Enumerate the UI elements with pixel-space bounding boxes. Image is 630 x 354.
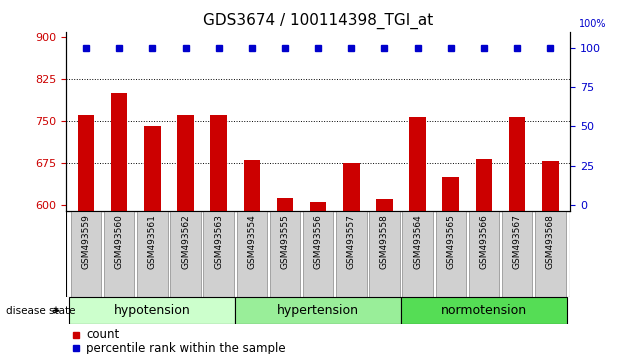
- Bar: [235, 297, 401, 324]
- Bar: [144, 126, 161, 211]
- Text: GSM493563: GSM493563: [214, 214, 223, 269]
- Text: hypotension: hypotension: [114, 304, 191, 317]
- Bar: [77, 115, 94, 211]
- Text: GSM493556: GSM493556: [314, 214, 323, 269]
- Text: GSM493555: GSM493555: [280, 214, 290, 269]
- Bar: [376, 199, 392, 211]
- Bar: [336, 211, 367, 297]
- Bar: [170, 211, 201, 297]
- Bar: [237, 211, 267, 297]
- Bar: [104, 211, 134, 297]
- Text: normotension: normotension: [441, 304, 527, 317]
- Text: GSM493568: GSM493568: [546, 214, 555, 269]
- Bar: [469, 211, 499, 297]
- Text: 100%: 100%: [578, 19, 606, 29]
- Bar: [71, 211, 101, 297]
- Bar: [343, 163, 360, 211]
- Bar: [403, 211, 433, 297]
- Bar: [401, 297, 567, 324]
- Bar: [111, 93, 127, 211]
- Bar: [476, 159, 492, 211]
- Bar: [270, 211, 301, 297]
- Bar: [509, 117, 525, 211]
- Text: GSM493559: GSM493559: [81, 214, 91, 269]
- Bar: [177, 115, 194, 211]
- Bar: [277, 198, 294, 211]
- Bar: [203, 211, 234, 297]
- Bar: [442, 177, 459, 211]
- Text: GSM493558: GSM493558: [380, 214, 389, 269]
- Bar: [542, 161, 559, 211]
- Text: hypertension: hypertension: [277, 304, 359, 317]
- Bar: [435, 211, 466, 297]
- Bar: [244, 160, 260, 211]
- Text: GSM493562: GSM493562: [181, 214, 190, 269]
- Bar: [210, 115, 227, 211]
- Text: GSM493554: GSM493554: [248, 214, 256, 269]
- Bar: [369, 211, 399, 297]
- Bar: [502, 211, 532, 297]
- Bar: [535, 211, 566, 297]
- Text: GSM493567: GSM493567: [513, 214, 522, 269]
- Text: GSM493565: GSM493565: [446, 214, 455, 269]
- Text: count: count: [86, 329, 120, 341]
- Bar: [410, 117, 426, 211]
- Title: GDS3674 / 100114398_TGI_at: GDS3674 / 100114398_TGI_at: [203, 13, 433, 29]
- Bar: [310, 202, 326, 211]
- Text: GSM493561: GSM493561: [148, 214, 157, 269]
- Text: percentile rank within the sample: percentile rank within the sample: [86, 342, 286, 354]
- Bar: [69, 297, 235, 324]
- Text: disease state: disease state: [6, 306, 76, 316]
- Bar: [303, 211, 333, 297]
- Text: GSM493566: GSM493566: [479, 214, 488, 269]
- Text: GSM493564: GSM493564: [413, 214, 422, 269]
- Text: GSM493557: GSM493557: [346, 214, 356, 269]
- Text: GSM493560: GSM493560: [115, 214, 123, 269]
- Bar: [137, 211, 168, 297]
